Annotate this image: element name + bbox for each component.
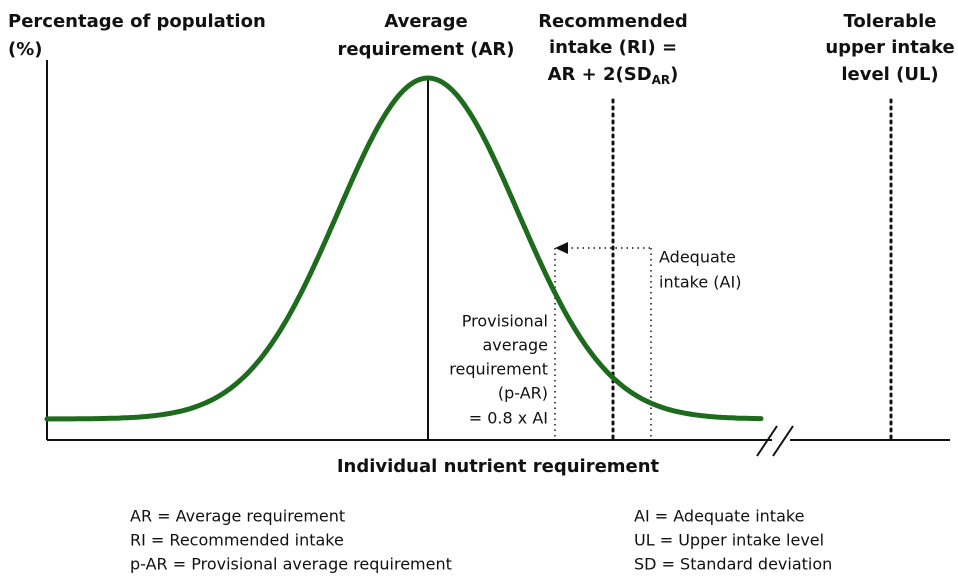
legend-item: AI = Adequate intake [634, 507, 804, 526]
ri-formula-subscript: AR [652, 73, 671, 87]
par-label: requirement [449, 360, 548, 379]
ar-label: requirement (AR) [338, 39, 515, 60]
legend-item: UL = Upper intake level [634, 531, 824, 550]
par-label: Provisional [462, 312, 548, 331]
legend-item: AR = Average requirement [130, 507, 345, 526]
x-axis-label: Individual nutrient requirement [337, 456, 660, 477]
y-axis-label: (%) [8, 39, 43, 60]
par-label: = 0.8 x AI [469, 409, 548, 428]
arrow-head [555, 242, 568, 254]
y-axis-label: Percentage of population [8, 11, 266, 32]
ul-label: upper intake [825, 37, 954, 58]
ul-label: level (UL) [841, 64, 938, 85]
distribution-curve [44, 75, 764, 422]
axis-break [772, 425, 794, 457]
ai-label: Adequate [659, 248, 736, 267]
legend-item: p-AR = Provisional average requirement [130, 555, 452, 574]
ri-formula-text: AR + 2(SD [548, 64, 652, 85]
axis-break [756, 425, 778, 457]
ai-label: intake (AI) [659, 273, 741, 292]
par-label: average [483, 336, 549, 355]
ar-label: Average [384, 11, 467, 32]
ri-label: intake (RI) = [549, 37, 677, 58]
legend-item: SD = Standard deviation [634, 555, 832, 574]
ul-label: Tolerable [844, 11, 937, 32]
ri-label: Recommended [538, 11, 688, 32]
par-label: (p-AR) [498, 384, 548, 403]
ri-formula: AR + 2(SDAR) [548, 64, 679, 87]
legend-item: RI = Recommended intake [130, 531, 344, 550]
ri-formula-close: ) [670, 64, 678, 85]
axes [46, 60, 950, 457]
